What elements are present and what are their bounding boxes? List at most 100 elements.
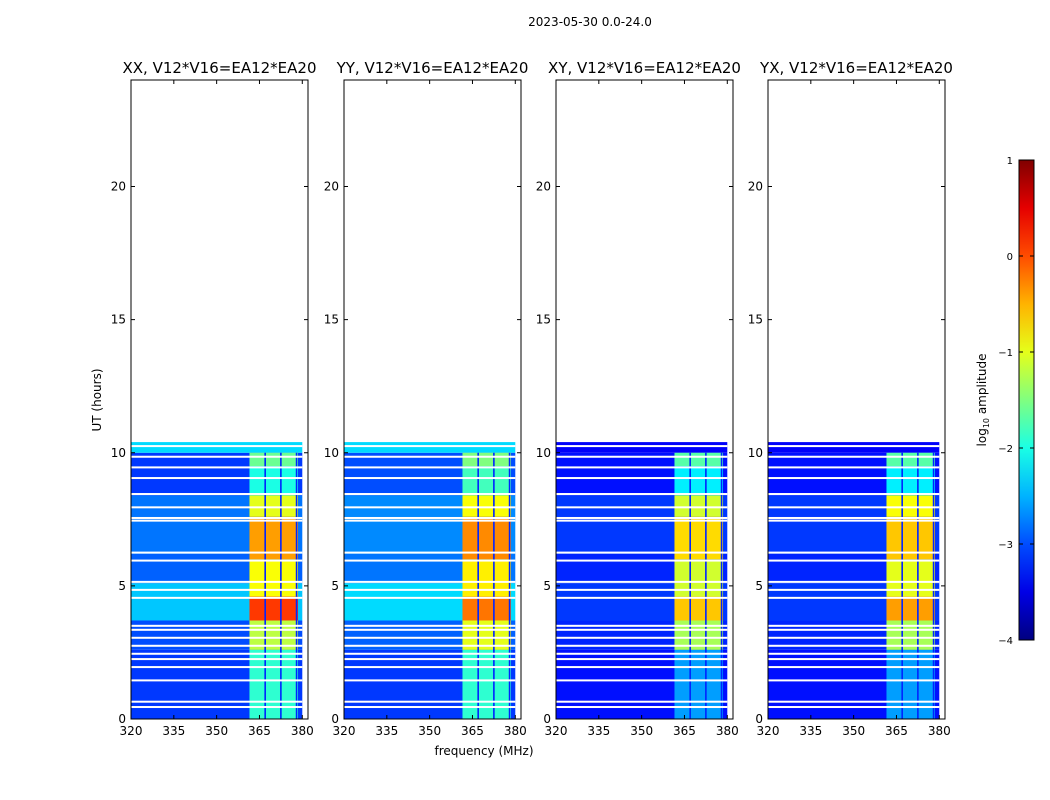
- y-tick-label: 15: [324, 313, 339, 327]
- panel-0: XX, V12*V16=EA12*EA20 320 335 350 365 380 0 5 10…: [111, 59, 317, 738]
- flagged-row: [768, 652, 940, 655]
- y-tick-label: 15: [111, 313, 126, 327]
- heatmap-cell: [886, 452, 936, 467]
- colorbar-label-main: log: [975, 428, 989, 446]
- flagged-row: [344, 493, 516, 496]
- flagged-row: [556, 706, 728, 709]
- axes-frame: [343, 79, 522, 720]
- flagged-row: [556, 519, 728, 522]
- y-tick-label: 20: [111, 180, 126, 194]
- flagged-row: [131, 551, 303, 554]
- heatmap-cell: [462, 495, 512, 517]
- flagged-row: [556, 628, 728, 631]
- flagged-row: [131, 466, 303, 469]
- flagged-row: [131, 519, 303, 522]
- colorbar-tick-label: −4: [998, 636, 1013, 647]
- flagged-row: [131, 596, 303, 599]
- flagged-row: [768, 559, 940, 562]
- channel-gap: [917, 452, 919, 719]
- x-tick-label: 335: [162, 724, 185, 738]
- heatmap-cell: [462, 452, 512, 467]
- flagged-row: [556, 551, 728, 554]
- flagged-row: [344, 455, 516, 458]
- flagged-row: [344, 516, 516, 519]
- flagged-row: [131, 636, 303, 639]
- colorbar-tick-label: −1: [998, 348, 1013, 359]
- y-tick-label: 0: [755, 712, 763, 726]
- flagged-row: [344, 700, 516, 703]
- flagged-row: [556, 516, 728, 519]
- x-tick-label: 380: [928, 724, 951, 738]
- flagged-row: [344, 596, 516, 599]
- x-tick-label: 335: [799, 724, 822, 738]
- heatmap-cell: [249, 596, 299, 621]
- flagged-row: [768, 551, 940, 554]
- channel-gap: [477, 452, 479, 719]
- flagged-row: [344, 636, 516, 639]
- x-tick-label: 350: [842, 724, 865, 738]
- flagged-row: [768, 628, 940, 631]
- channel-gap: [932, 452, 935, 719]
- flagged-row: [768, 506, 940, 509]
- flagged-row: [344, 466, 516, 469]
- flagged-row: [768, 636, 940, 639]
- y-tick-label: 15: [748, 313, 763, 327]
- flagged-row: [768, 700, 940, 703]
- channel-gap: [720, 452, 723, 719]
- flagged-row: [131, 658, 303, 661]
- x-tick-label: 320: [545, 724, 568, 738]
- flagged-row: [131, 628, 303, 631]
- x-tick-label: 380: [716, 724, 739, 738]
- colorbar-tick-label: −3: [998, 540, 1013, 551]
- colorbar-label-sub: 10: [982, 418, 991, 428]
- flagged-row: [768, 477, 940, 480]
- channel-gap: [295, 452, 298, 719]
- flagged-row: [344, 706, 516, 709]
- y-tick-label: 0: [118, 712, 126, 726]
- y-tick-label: 0: [331, 712, 339, 726]
- y-tick-label: 5: [543, 579, 551, 593]
- flagged-row: [556, 700, 728, 703]
- flagged-row: [768, 679, 940, 682]
- flagged-row: [556, 588, 728, 591]
- flagged-row: [556, 636, 728, 639]
- y-axis-label: UT (hours): [90, 368, 104, 431]
- flagged-row: [344, 551, 516, 554]
- flagged-row: [556, 652, 728, 655]
- x-tick-label: 320: [120, 724, 143, 738]
- x-tick-label: 320: [333, 724, 356, 738]
- x-tick-label: 365: [461, 724, 484, 738]
- flagged-row: [556, 679, 728, 682]
- flagged-row: [344, 652, 516, 655]
- flagged-row: [344, 580, 516, 583]
- x-tick-label: 365: [248, 724, 271, 738]
- flagged-row: [556, 477, 728, 480]
- x-tick-label: 365: [673, 724, 696, 738]
- x-tick-label: 320: [757, 724, 780, 738]
- flagged-row: [344, 588, 516, 591]
- heatmap-cell: [674, 495, 724, 517]
- y-tick-label: 10: [111, 446, 126, 460]
- flagged-row: [768, 466, 940, 469]
- heatmap-cell: [249, 649, 299, 719]
- y-tick-label: 20: [324, 180, 339, 194]
- flagged-row: [131, 506, 303, 509]
- flagged-row: [131, 706, 303, 709]
- heatmap-cell: [886, 559, 936, 597]
- flagged-row: [344, 679, 516, 682]
- panel-2: XY, V12*V16=EA12*EA20 320 335 350 365 380 0 5 10…: [536, 59, 741, 738]
- heatmap-cell: [249, 495, 299, 517]
- channel-gap: [493, 452, 495, 719]
- y-tick-label: 5: [118, 579, 126, 593]
- panel-1: YY, V12*V16=EA12*EA20 320 335 350 365 380 0 5 10…: [324, 59, 529, 738]
- heatmap-cell: [886, 495, 936, 517]
- panel-3: YX, V12*V16=EA12*EA20 320 335 350 365 380 0 5 10…: [748, 59, 953, 738]
- heatmap-cell: [462, 649, 512, 719]
- panel-title: XX, V12*V16=EA12*EA20: [122, 59, 316, 77]
- flagged-row: [556, 658, 728, 661]
- x-tick-label: 365: [885, 724, 908, 738]
- flagged-row: [344, 624, 516, 627]
- channel-gap: [689, 452, 691, 719]
- flagged-row: [556, 466, 728, 469]
- heatmap-cell: [674, 649, 724, 719]
